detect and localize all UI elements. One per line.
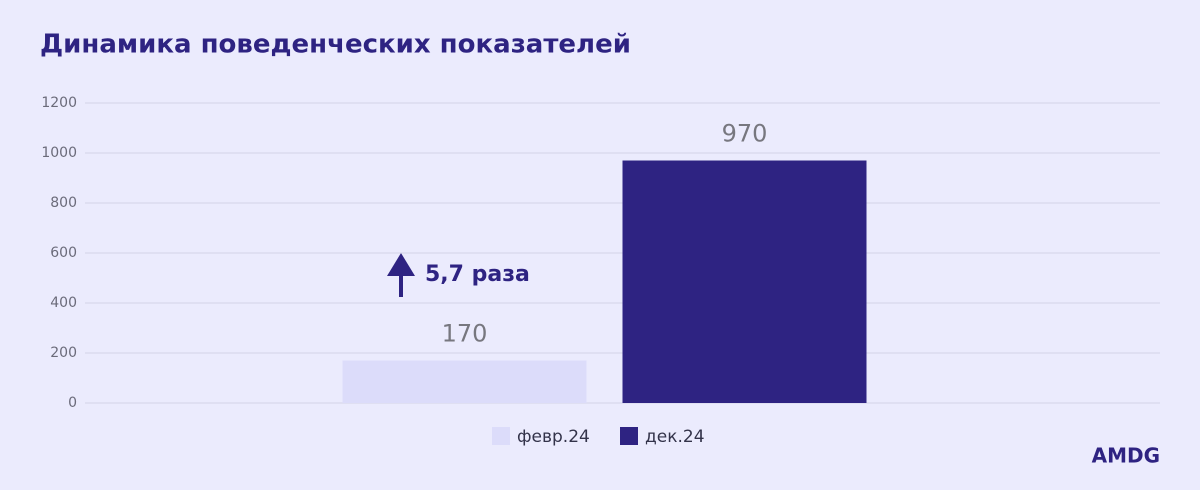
y-tick-label: 400	[50, 295, 77, 311]
legend-label: дек.24	[645, 427, 705, 447]
bar	[622, 160, 867, 403]
value-label: 970	[722, 120, 768, 148]
chart-title: Динамика поведенческих показателей	[40, 30, 631, 60]
annotation-arrow	[387, 253, 415, 297]
y-tick-label: 200	[50, 345, 77, 361]
y-tick-label: 600	[50, 245, 77, 261]
value-label: 170	[442, 320, 488, 348]
annotation: 5,7 раза	[425, 262, 530, 287]
y-tick-label: 1000	[41, 145, 77, 161]
legend-swatch	[620, 427, 638, 445]
y-tick-label: 800	[50, 195, 77, 211]
brand-logo: AMDG	[1092, 444, 1160, 468]
y-tick-label: 1200	[41, 95, 77, 111]
legend-label: февр.24	[517, 427, 590, 447]
bar	[342, 360, 587, 403]
legend-swatch	[492, 427, 510, 445]
y-tick-label: 0	[68, 395, 77, 411]
